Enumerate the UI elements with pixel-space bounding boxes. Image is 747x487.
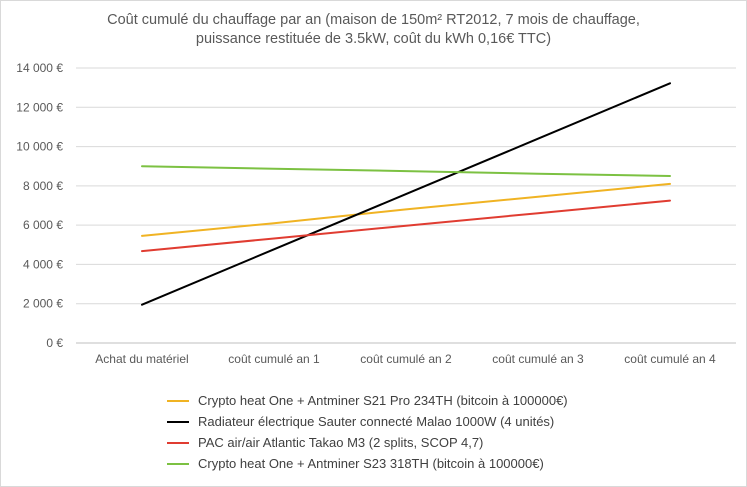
series-line bbox=[141, 199, 671, 253]
x-tick-label: coût cumulé an 1 bbox=[228, 352, 320, 366]
legend-label: Crypto heat One + Antminer S23 318TH (bi… bbox=[198, 456, 544, 471]
legend-swatch bbox=[167, 462, 189, 465]
y-tick-label: 10 000 € bbox=[16, 140, 63, 154]
legend-swatch bbox=[167, 420, 189, 423]
y-tick-label: 2 000 € bbox=[23, 297, 63, 311]
x-tick-label: coût cumulé an 2 bbox=[360, 352, 452, 366]
legend-item: Crypto heat One + Antminer S21 Pro 234TH… bbox=[167, 390, 568, 411]
y-tick-label: 6 000 € bbox=[23, 218, 63, 232]
y-tick-label: 12 000 € bbox=[16, 100, 63, 114]
x-tick-label: coût cumulé an 4 bbox=[624, 352, 716, 366]
chart-title-line-1: Coût cumulé du chauffage par an (maison … bbox=[107, 12, 640, 28]
y-tick-label: 0 € bbox=[46, 336, 63, 350]
series-line bbox=[141, 165, 671, 177]
series-line bbox=[141, 182, 671, 237]
legend-item: Radiateur électrique Sauter connecté Mal… bbox=[167, 411, 568, 432]
y-tick-label: 8 000 € bbox=[23, 179, 63, 193]
chart-title: Coût cumulé du chauffage par an (maison … bbox=[1, 11, 746, 49]
chart-legend: Crypto heat One + Antminer S21 Pro 234TH… bbox=[167, 390, 568, 474]
y-tick-label: 4 000 € bbox=[23, 257, 63, 271]
legend-label: Radiateur électrique Sauter connecté Mal… bbox=[198, 414, 555, 429]
series-line bbox=[141, 82, 671, 306]
chart-title-line-2: puissance restituée de 3.5kW, coût du kW… bbox=[195, 31, 552, 47]
y-tick-label: 14 000 € bbox=[16, 61, 63, 75]
x-tick-label: coût cumulé an 3 bbox=[492, 352, 584, 366]
legend-swatch bbox=[167, 441, 189, 444]
legend-label: PAC air/air Atlantic Takao M3 (2 splits,… bbox=[198, 435, 484, 450]
legend-item: Crypto heat One + Antminer S23 318TH (bi… bbox=[167, 453, 568, 474]
legend-swatch bbox=[167, 399, 189, 402]
legend-item: PAC air/air Atlantic Takao M3 (2 splits,… bbox=[167, 432, 568, 453]
legend-label: Crypto heat One + Antminer S21 Pro 234TH… bbox=[198, 393, 568, 408]
x-tick-label: Achat du matériel bbox=[95, 352, 188, 366]
